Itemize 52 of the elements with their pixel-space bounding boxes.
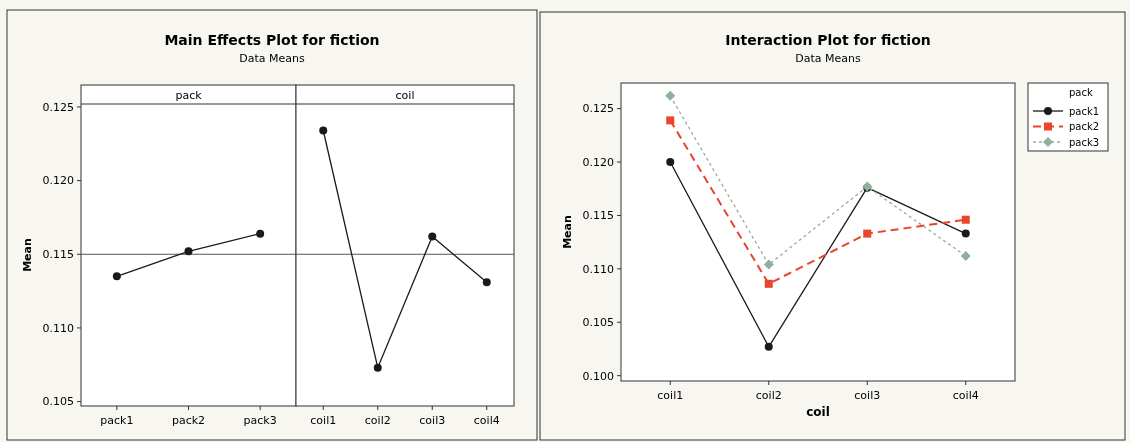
point (763, 259, 774, 270)
text: pack (175, 89, 203, 102)
x-tick-label: pack1 (100, 414, 134, 427)
chart-subtitle: Data Means (795, 52, 861, 65)
y-tick-label: 0.105 (42, 395, 74, 409)
point (764, 279, 773, 288)
point (373, 363, 382, 372)
y-tick-label: 0.110 (582, 262, 614, 276)
point (764, 342, 773, 351)
y-tick-label: 0.105 (582, 316, 614, 330)
point (256, 229, 265, 238)
legend-label: pack1 (1069, 105, 1100, 117)
legend-label: pack2 (1069, 121, 1100, 132)
x-tick-label: pack3 (243, 414, 277, 427)
x-tick-label: coil3 (854, 389, 881, 402)
point (319, 126, 328, 135)
point (665, 90, 676, 101)
y-axis-title: Mean (561, 215, 574, 249)
legend-label: pack3 (1069, 136, 1100, 148)
x-tick-label: coil2 (364, 414, 391, 427)
y-axis-title: Mean (21, 238, 34, 272)
chart-title: Main Effects Plot for fiction (164, 32, 380, 48)
x-tick-label: coil4 (952, 389, 979, 402)
x-tick-label: coil1 (657, 389, 684, 402)
x-axis-title: coil (806, 405, 830, 419)
point (112, 272, 121, 281)
x-tick-label: coil4 (473, 414, 500, 427)
y-tick-label: 0.115 (582, 209, 614, 223)
point (666, 116, 675, 125)
point (960, 251, 971, 262)
y-tick-label: 0.120 (42, 174, 74, 188)
y-tick-label: 0.115 (42, 248, 74, 262)
x-tick-label: coil2 (755, 389, 782, 402)
chart-subtitle: Data Means (239, 52, 305, 65)
point (961, 229, 970, 238)
point (863, 229, 872, 238)
x-tick-label: coil1 (310, 414, 337, 427)
point (428, 232, 437, 241)
point (961, 215, 970, 224)
y-tick-label: 0.100 (582, 369, 614, 383)
text: coil (395, 89, 415, 102)
y-tick-label: 0.120 (582, 155, 614, 169)
y-tick-label: 0.125 (582, 102, 614, 116)
point (666, 158, 675, 167)
x-tick-label: coil3 (419, 414, 446, 427)
chart-title: Interaction Plot for fiction (725, 32, 931, 48)
point (184, 247, 193, 256)
x-tick-label: pack2 (171, 414, 206, 427)
point (482, 278, 491, 287)
y-tick-label: 0.110 (42, 321, 74, 335)
y-tick-label: 0.125 (42, 100, 74, 114)
legend-title: pack (1069, 87, 1093, 98)
